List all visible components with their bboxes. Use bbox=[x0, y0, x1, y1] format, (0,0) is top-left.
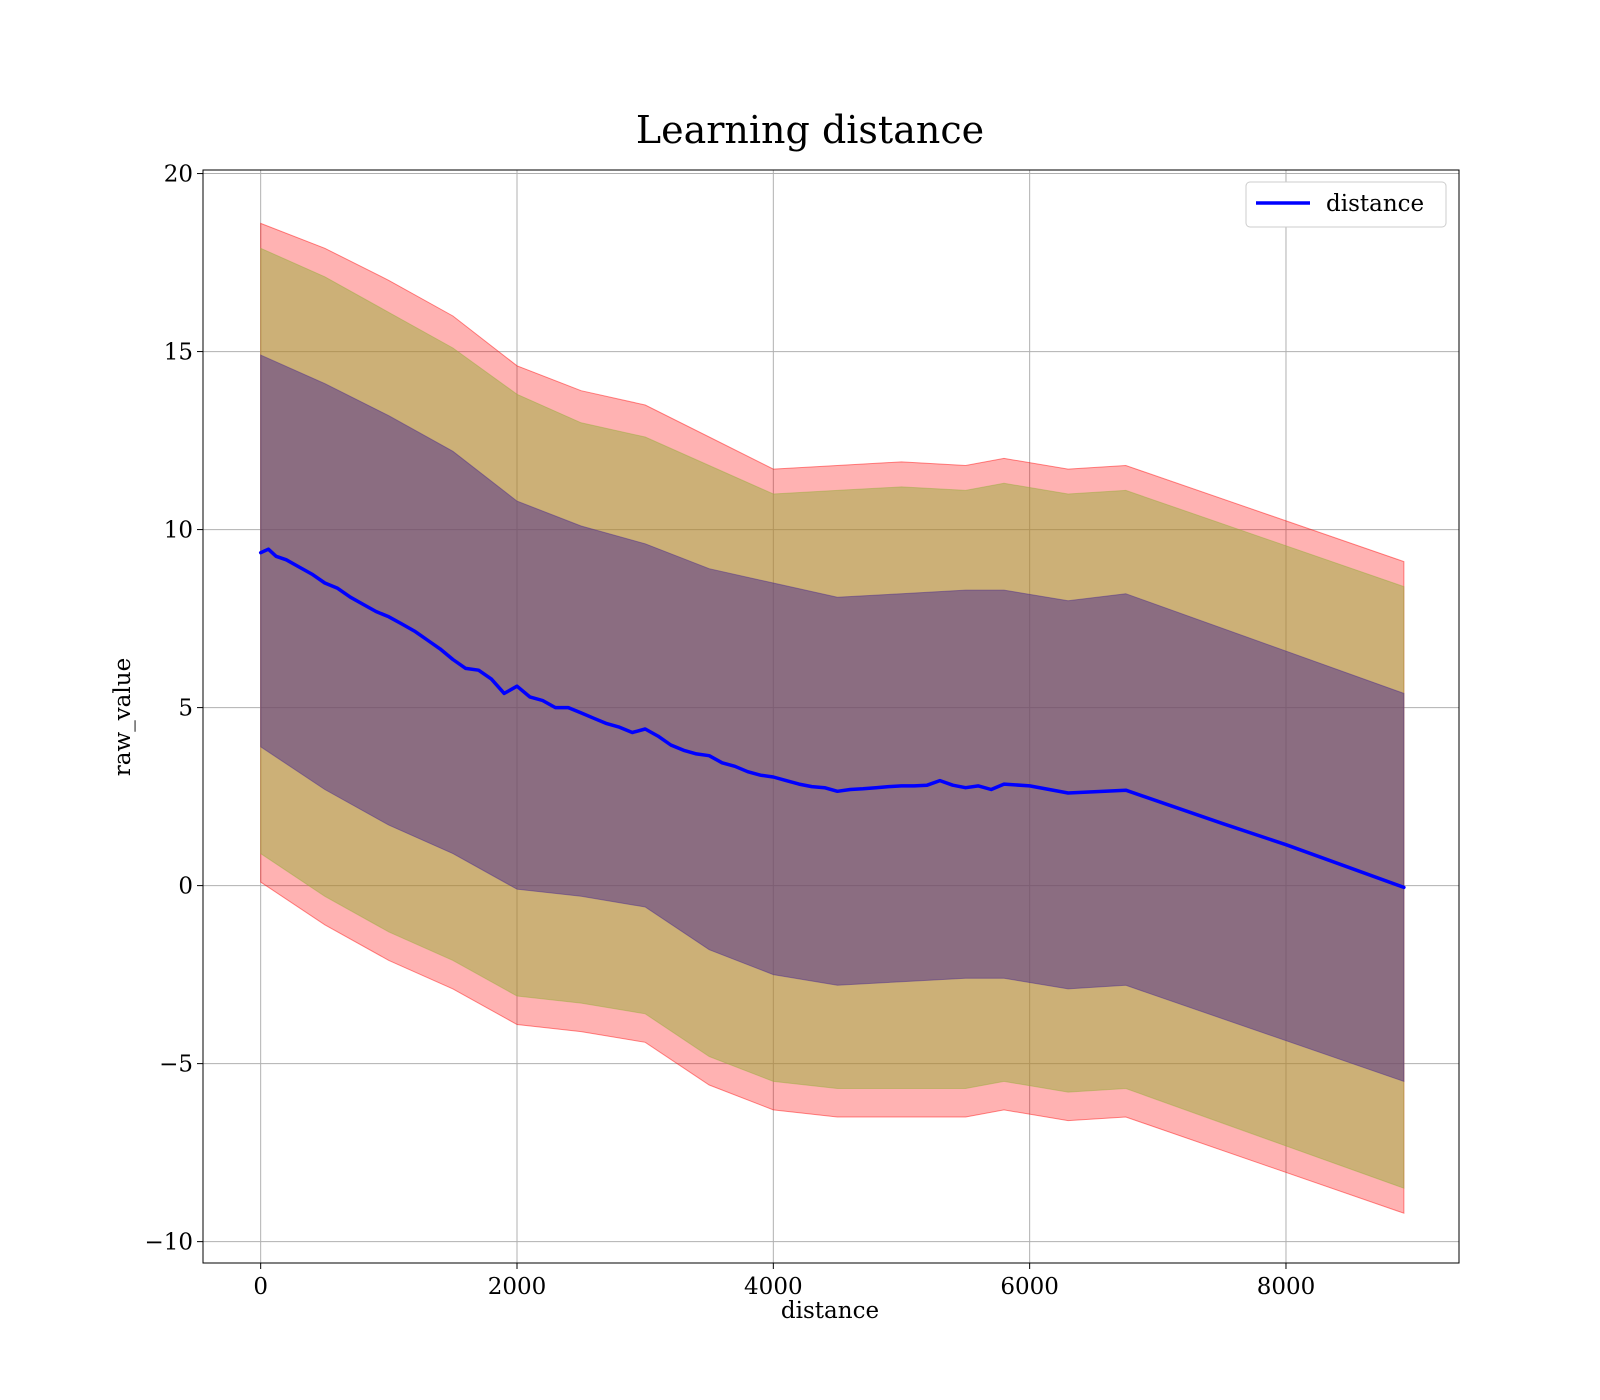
y-tick-label: 5 bbox=[178, 696, 193, 722]
x-tick-label: 0 bbox=[253, 1274, 268, 1300]
y-tick-label: 20 bbox=[164, 162, 193, 188]
x-axis: 0 2000 4000 6000 8000 bbox=[253, 1263, 1315, 1300]
x-tick-label: 8000 bbox=[1257, 1274, 1316, 1300]
y-tick-label: 0 bbox=[178, 874, 193, 900]
x-tick-label: 6000 bbox=[1000, 1274, 1059, 1300]
y-axis-label: raw_value bbox=[110, 658, 136, 776]
chart-title: Learning distance bbox=[636, 108, 984, 152]
y-tick-label: 15 bbox=[164, 340, 193, 366]
y-axis: −10 −5 0 5 10 15 20 bbox=[144, 162, 203, 1256]
confidence-band-3 bbox=[260, 354, 1405, 1083]
y-tick-label: −5 bbox=[159, 1052, 193, 1078]
legend: distance bbox=[1245, 181, 1447, 228]
legend-box bbox=[1245, 181, 1447, 228]
plot-frame bbox=[202, 169, 1460, 1264]
y-tick-label: 10 bbox=[164, 518, 193, 544]
x-tick-label: 2000 bbox=[488, 1274, 547, 1300]
band-layer bbox=[260, 222, 1405, 1214]
x-axis-label: distance bbox=[781, 1298, 879, 1324]
y-tick-label: −10 bbox=[144, 1230, 193, 1256]
x-tick-label: 4000 bbox=[744, 1274, 803, 1300]
legend-label-distance: distance bbox=[1326, 191, 1424, 217]
series-layer bbox=[258, 547, 1406, 890]
series-line-distance bbox=[258, 547, 1406, 890]
